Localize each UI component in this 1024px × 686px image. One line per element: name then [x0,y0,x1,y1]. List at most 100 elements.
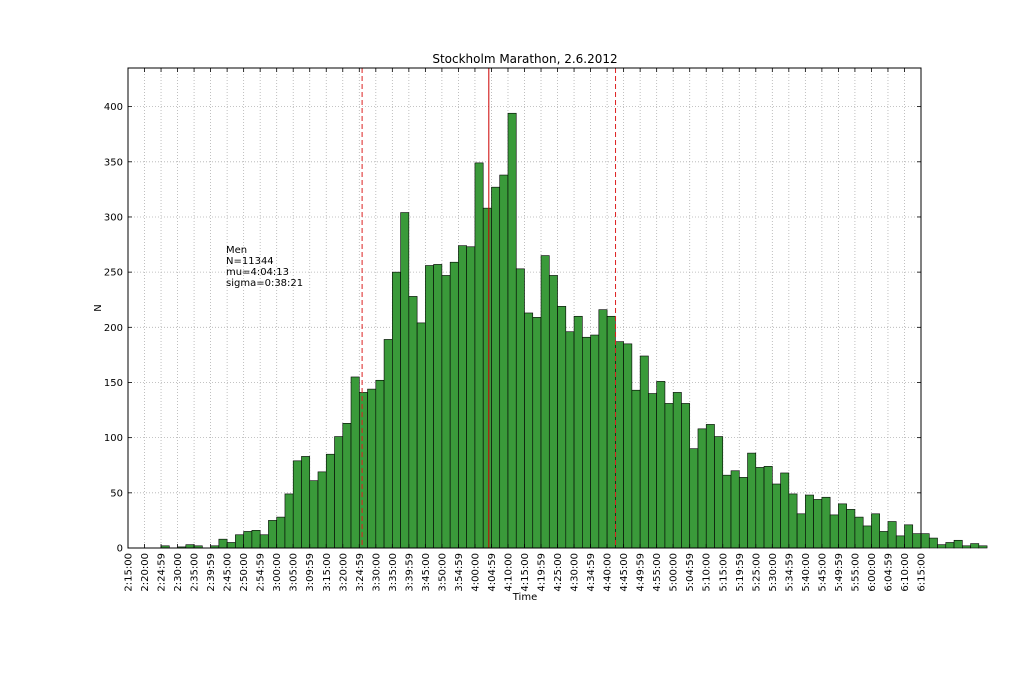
histogram-bar [226,542,236,549]
histogram-bar [350,376,360,549]
y-tick-label: 0 [117,544,123,555]
x-tick-label: 3:00:00 [272,553,283,592]
chart-title: Stockholm Marathon, 2.6.2012 [432,52,617,66]
histogram-bar [978,545,988,549]
histogram-bar [590,334,600,549]
y-tick-label: 350 [104,157,123,168]
histogram-bar [879,531,889,549]
x-tick-label: 5:00:00 [669,553,680,592]
x-tick-label: 6:10:00 [900,553,911,592]
histogram-bar [259,534,269,549]
histogram-bar [937,544,947,549]
y-tick-label: 300 [104,212,123,223]
histogram-bar [582,336,591,549]
x-tick-label: 3:24:59 [355,553,366,592]
x-tick-label: 6:00:00 [867,553,878,592]
x-tick-label: 3:05:00 [289,553,300,592]
x-tick-label: 2:45:00 [223,553,234,592]
histogram-bar [540,255,550,549]
histogram-bar [672,392,682,549]
x-tick-label: 4:10:00 [503,553,514,592]
x-tick-label: 3:54:59 [454,553,465,592]
histogram-bar [838,503,847,549]
x-tick-label: 3:50:00 [437,553,448,592]
x-tick-label: 2:35:00 [190,553,201,592]
histogram-bar [763,466,773,549]
x-tick-label: 4:04:59 [487,553,498,592]
y-axis-label: N [93,304,104,311]
histogram-bar [928,537,938,549]
histogram-bar [474,162,484,549]
histogram-bar [482,207,492,549]
x-tick-label: 5:04:59 [685,553,696,592]
histogram-bar [904,524,914,549]
x-tick-label: 4:19:59 [537,553,548,592]
histogram-bar [565,331,575,549]
x-tick-label: 6:04:59 [883,553,894,592]
x-axis-label: Time [512,592,537,603]
histogram-bar [276,516,286,549]
histogram-bar [747,452,757,549]
histogram-bar [862,525,872,549]
histogram-bar [425,265,434,549]
stats-annotation: Men N=11344 mu=4:04:13 sigma=0:38:21 [226,245,303,289]
histogram-bar [392,271,401,549]
y-tick-label: 150 [104,378,123,389]
histogram-bar [788,493,798,549]
histogram-bar [912,533,922,549]
histogram-bar [309,480,319,549]
y-tick-label: 400 [104,102,123,113]
x-tick-label: 3:30:00 [371,553,382,592]
histogram-bar [218,538,228,549]
y-tick-label: 100 [104,433,123,444]
x-tick-label: 4:49:59 [636,553,647,592]
histogram-bar [639,355,649,549]
x-tick-label: 2:20:00 [140,553,151,592]
histogram-bar [573,315,583,549]
x-tick-label: 5:15:00 [718,553,729,592]
x-tick-label: 2:30:00 [173,553,184,592]
reference-lines [361,68,617,548]
histogram-bar [970,543,980,549]
axis-ticks: 2:15:00 2:20:00 2:24:59 2:30:00 2:35:00 2:39:… [104,68,928,592]
y-tick-label: 250 [104,268,123,279]
histogram-bar [656,381,666,549]
x-tick-label: 4:34:59 [586,553,597,592]
y-tick-label: 50 [110,488,123,499]
histogram-bar [871,513,880,549]
histogram-bar [491,186,501,549]
histogram-bar [466,246,476,549]
histogram-bar [548,275,558,549]
histogram-bar [722,474,732,549]
histogram-bar [829,514,839,549]
histogram-bar [697,428,707,549]
histogram-bar [408,296,418,549]
histogram-bar [813,499,823,549]
annotation-line: mu=4:04:13 [226,267,289,278]
histogram-bar [755,467,765,549]
histogram-bar [358,392,368,549]
x-tick-label: 2:39:59 [206,553,217,592]
histogram-bar [714,436,724,549]
histogram-bar [887,521,897,549]
x-tick-label: 4:40:00 [603,553,614,592]
histogram-bar [441,275,451,549]
x-tick-label: 4:00:00 [470,553,481,592]
histogram-bar [416,322,426,549]
x-tick-label: 5:25:00 [751,553,762,592]
x-tick-label: 2:15:00 [124,553,135,592]
x-tick-label: 5:45:00 [817,553,828,592]
histogram-bar [532,317,542,549]
histogram-bar [375,379,385,549]
histogram-bar [689,448,699,549]
x-tick-label: 5:40:00 [801,553,812,592]
histogram-bar [557,306,567,549]
x-tick-label: 2:24:59 [157,553,168,592]
histogram-bar [515,268,525,549]
histogram-bar [284,493,294,549]
histogram-bar [796,513,806,549]
histogram-bar [854,516,864,549]
histogram-bar [367,388,377,549]
histogram-bar [648,393,657,549]
